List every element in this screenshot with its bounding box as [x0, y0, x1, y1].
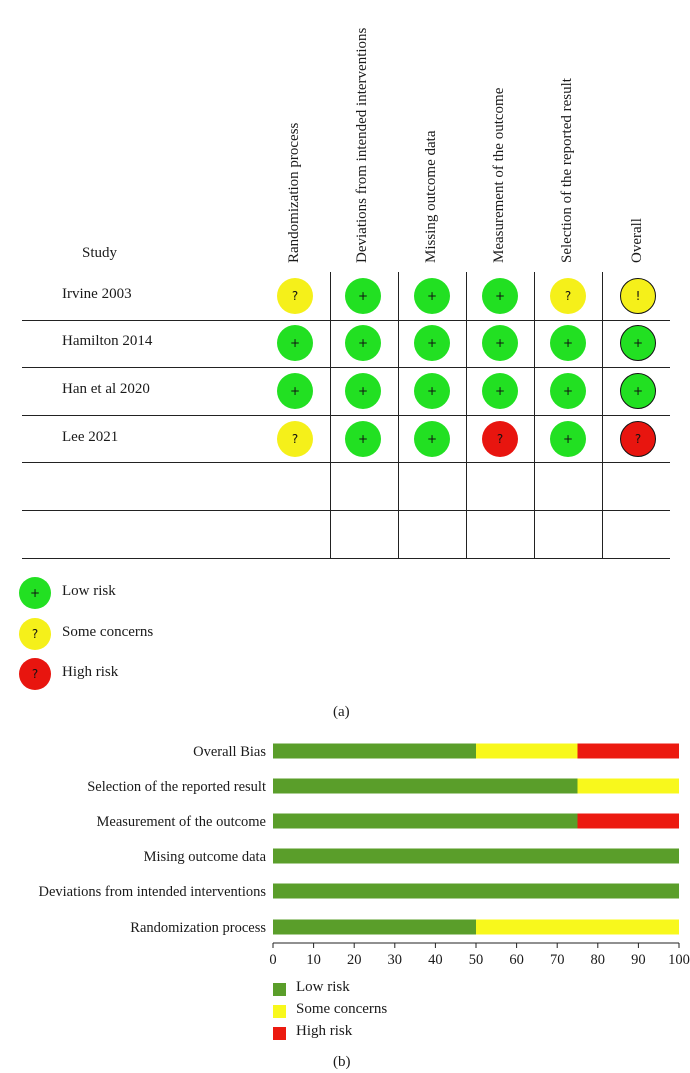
study-label: Han et al 2020 — [62, 381, 150, 397]
risk-some-icon: ? — [550, 277, 586, 314]
legend-swatch — [273, 1005, 286, 1018]
legend-label: High risk — [296, 1023, 353, 1039]
caption-b: (b) — [333, 1054, 351, 1070]
column-header: Deviations from intended interventions — [354, 27, 370, 263]
column-header: Measurement of the outcome — [491, 87, 507, 263]
column-divider — [534, 272, 535, 558]
legend-label: Low risk — [62, 583, 116, 599]
x-tick-label: 10 — [306, 952, 321, 968]
x-tick-label: 0 — [269, 952, 276, 968]
risk-some-icon: ? — [277, 277, 313, 314]
legend-label: High risk — [62, 664, 119, 680]
row-divider — [22, 367, 670, 368]
category-label: Overall Bias — [193, 744, 266, 760]
x-tick-label: 40 — [428, 952, 443, 968]
bar-segment — [476, 919, 679, 935]
risk-some-icon: ! — [620, 277, 656, 314]
x-tick-label: 90 — [631, 952, 646, 968]
column-divider — [398, 272, 399, 558]
bar-segment — [577, 743, 679, 759]
row-divider — [22, 462, 670, 463]
column-divider — [602, 272, 603, 558]
category-label: Randomization process — [130, 920, 266, 936]
category-label: Measurement of the outcome — [96, 814, 266, 830]
bar-segment — [273, 778, 578, 794]
bar-segment — [273, 919, 476, 935]
category-label: Deviations from intended interventions — [38, 884, 266, 900]
risk-low-icon: + — [277, 373, 313, 409]
risk-low-icon: + — [345, 420, 381, 457]
x-tick-label: 100 — [668, 952, 690, 968]
column-header: Missing outcome data — [423, 130, 439, 263]
x-tick-label: 70 — [550, 952, 565, 968]
x-tick-label: 20 — [347, 952, 362, 968]
row-divider — [22, 510, 670, 511]
risk-some-icon: ? — [277, 420, 313, 457]
bar-segment — [273, 813, 578, 829]
risk-low-icon: + — [550, 325, 586, 362]
risk-low-icon: + — [482, 277, 518, 314]
column-divider — [330, 272, 331, 558]
column-divider — [466, 272, 467, 558]
risk-high-icon: ? — [482, 420, 518, 457]
study-label: Lee 2021 — [62, 428, 119, 445]
x-tick-label: 50 — [469, 952, 484, 968]
risk-summary-bar-chart: Overall Bias Selection of the reported re… — [38, 743, 690, 968]
x-tick-label: 30 — [388, 952, 403, 968]
x-tick-label: 80 — [591, 952, 606, 968]
legend-swatch — [273, 1027, 286, 1040]
legend-label: Some concerns — [62, 623, 154, 640]
column-header: Randomization process — [286, 122, 302, 263]
legend-label: Some concerns — [296, 1001, 388, 1017]
risk-low-icon: + — [620, 373, 656, 409]
legend-high-icon: ? — [19, 658, 51, 690]
risk-low-icon: + — [550, 420, 586, 457]
x-tick-label: 60 — [509, 952, 524, 968]
row-divider — [22, 558, 670, 559]
study-header: Study — [82, 245, 118, 261]
legend-label: Low risk — [296, 979, 350, 995]
bar-segment — [577, 778, 679, 794]
risk-low-icon: + — [414, 420, 450, 457]
legend-some-icon: ? — [19, 617, 51, 650]
risk-low-icon: + — [550, 373, 586, 409]
risk-low-icon: + — [414, 325, 450, 362]
column-header: Selection of the reported result — [559, 78, 575, 263]
bar-segment — [273, 883, 679, 899]
risk-low-icon: + — [277, 325, 313, 362]
risk-low-icon: + — [414, 277, 450, 314]
bar-segment — [476, 743, 578, 759]
caption-a: (a) — [333, 704, 350, 720]
category-label: Selection of the reported result — [87, 779, 266, 795]
legend-low-icon: + — [19, 577, 51, 609]
risk-low-icon: + — [482, 325, 518, 362]
bar-segment — [273, 848, 679, 864]
bar-segment — [273, 743, 476, 759]
column-header: Overall — [629, 218, 645, 263]
risk-low-icon: + — [620, 325, 656, 362]
bar-segment — [577, 813, 679, 829]
study-label: Hamilton 2014 — [62, 333, 153, 350]
risk-high-icon: ? — [620, 420, 656, 457]
legend-swatch — [273, 983, 286, 996]
row-divider — [22, 320, 670, 321]
risk-low-icon: + — [345, 325, 381, 362]
row-divider — [22, 415, 670, 416]
risk-low-icon: + — [482, 373, 518, 409]
risk-low-icon: + — [414, 373, 450, 409]
risk-low-icon: + — [345, 373, 381, 409]
category-label: Mising outcome data — [144, 849, 267, 865]
risk-low-icon: + — [345, 277, 381, 314]
study-label: Irvine 2003 — [62, 285, 132, 302]
